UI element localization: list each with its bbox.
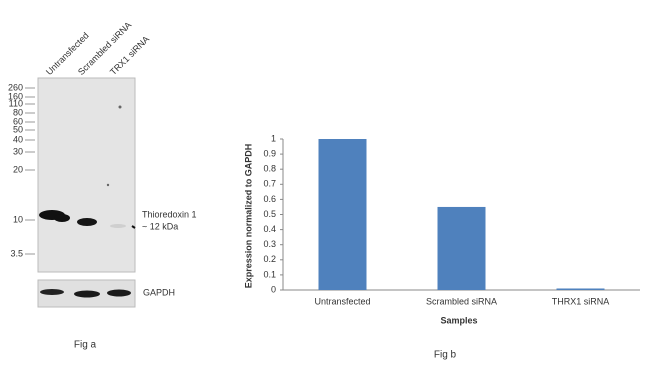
band	[74, 290, 100, 298]
x-tick-label: THRX1 siRNA	[552, 296, 610, 306]
y-tick-label: 1	[271, 133, 276, 143]
marker-label: 30	[13, 146, 23, 156]
x-axis-label: Samples	[440, 315, 477, 325]
spot	[118, 105, 122, 109]
spot	[106, 183, 110, 187]
y-tick-label: 0.3	[263, 239, 276, 249]
x-tick-label: Untransfected	[314, 296, 370, 306]
y-tick-label: 0.4	[263, 224, 276, 234]
marker-label: 40	[13, 134, 23, 144]
band	[107, 289, 131, 297]
band	[40, 289, 64, 295]
bar	[437, 206, 486, 290]
y-tick-label: 0.2	[263, 254, 276, 264]
band	[110, 224, 126, 228]
lane-label: Scrambled siRNA	[76, 20, 133, 77]
y-tick-label: 0.9	[263, 148, 276, 158]
marker-label: 60	[13, 116, 23, 126]
y-tick-label: 0.5	[263, 209, 276, 219]
bar	[318, 139, 367, 290]
y-tick-label: 0.7	[263, 179, 276, 189]
marker-label: 20	[13, 164, 23, 174]
marker-label: 80	[13, 107, 23, 117]
band-label: Thioredoxin 1	[142, 209, 197, 219]
marker-label: 10	[13, 214, 23, 224]
y-tick-label: 0.8	[263, 164, 276, 174]
marker-label: 110	[9, 98, 23, 108]
caption: Fig a	[74, 340, 97, 351]
band	[77, 218, 97, 226]
caption: Fig b	[434, 350, 457, 361]
band	[54, 214, 70, 222]
y-tick-label: 0	[271, 284, 276, 294]
band	[131, 225, 136, 229]
band-size: ~ 12 kDa	[142, 221, 178, 231]
marker-label: 160	[8, 91, 23, 101]
marker-label: 50	[13, 124, 23, 134]
loading-label: GAPDH	[143, 287, 175, 297]
bar	[556, 288, 605, 290]
y-tick-label: 0.1	[263, 269, 276, 279]
marker-label: 260	[8, 82, 23, 92]
blot-panel	[37, 77, 136, 273]
y-tick-label: 0.6	[263, 194, 276, 204]
y-axis-label: Expression normalized to GAPDH	[243, 144, 253, 289]
marker-label: 3.5	[10, 248, 23, 258]
x-tick-label: Scrambled siRNA	[426, 296, 497, 306]
